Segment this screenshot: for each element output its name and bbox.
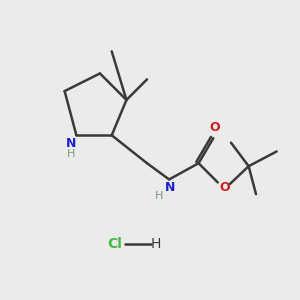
Text: O: O [219,181,230,194]
Text: Cl: Cl [107,237,122,251]
Text: O: O [210,121,220,134]
Text: N: N [66,137,76,150]
Text: H: H [151,237,161,251]
Text: H: H [67,149,75,159]
Text: H: H [154,190,163,201]
Text: N: N [165,181,175,194]
